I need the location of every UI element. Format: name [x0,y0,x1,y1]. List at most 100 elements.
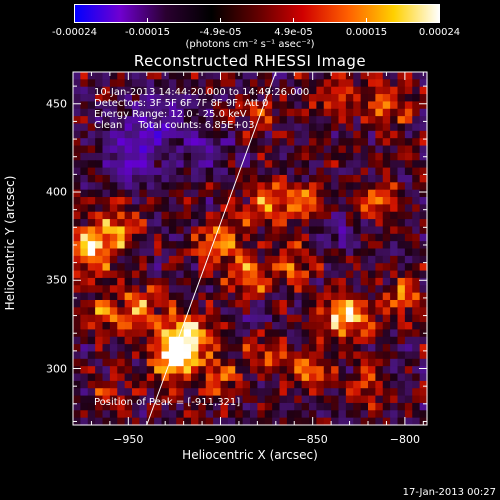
heatmap-cell [301,358,310,367]
heatmap-cell [139,329,148,338]
heatmap-cell [419,351,428,360]
heatmap-cell [87,388,96,397]
heatmap-cell [301,79,310,88]
heatmap-cell [80,241,89,250]
heatmap-cell [161,138,170,147]
heatmap-cell [95,226,104,235]
heatmap-cell [205,182,214,191]
heatmap-cell [323,307,332,316]
heatmap-cell [294,130,303,139]
heatmap-cell [191,299,199,308]
heatmap-cell [205,94,214,103]
heatmap-cell [412,182,421,191]
heatmap-cell [205,380,214,389]
heatmap-cell [338,329,347,338]
heatmap-cell [316,417,325,426]
heatmap-cell [183,388,192,397]
heatmap-cell [375,79,384,88]
heatmap-cell [368,160,376,169]
heatmap-cell [168,233,177,242]
heatmap-cell [323,292,332,301]
heatmap-cell [368,410,376,419]
heatmap-cell [390,116,399,125]
heatmap-cell [390,174,399,183]
heatmap-cell [286,417,295,426]
heatmap-cell [213,351,222,360]
heatmap-cell [73,123,81,132]
heatmap-cell [183,402,192,411]
heatmap-cell [183,94,192,103]
heatmap-cell [117,248,126,257]
heatmap-cell [338,219,347,228]
heatmap-cell [198,226,207,235]
heatmap-cell [73,351,81,360]
heatmap-cell [242,329,251,338]
heatmap-cell [272,189,281,198]
heatmap-cell [132,86,140,95]
heatmap-cell [316,307,325,316]
heatmap-cell [412,72,421,80]
heatmap-cell [331,226,340,235]
heatmap-cell [264,402,273,411]
heatmap-cell [132,72,140,80]
heatmap-cell [132,160,140,169]
heatmap-cell [331,116,340,125]
heatmap-cell [272,277,281,286]
heatmap-cell [213,314,222,323]
heatmap-cell [176,388,185,397]
heatmap-cell [205,277,214,286]
heatmap-cell [323,233,332,242]
heatmap-cell [176,248,185,257]
heatmap-cell [345,402,354,411]
heatmap-cell [205,145,214,154]
heatmap-cell [132,329,140,338]
heatmap-cell [124,160,133,169]
heatmap-cell [80,219,89,228]
heatmap-cell [345,116,354,125]
heatmap-cell [227,130,236,139]
heatmap-cell [331,160,340,169]
heatmap-cell [124,233,133,242]
heatmap-cell [242,233,251,242]
heatmap-cell [338,108,347,117]
heatmap-cell [168,322,177,330]
heatmap-cell [109,86,118,95]
heatmap-cell [412,366,421,375]
heatmap-cell [183,358,192,367]
heatmap-cell [205,197,214,205]
heatmap-cell [154,307,163,316]
heatmap-cell [117,189,126,198]
heatmap-cell [286,307,295,316]
heatmap-cell [139,299,148,308]
heatmap-cell [95,307,104,316]
heatmap-cell [242,108,251,117]
heatmap-cell [286,248,295,257]
heatmap-cell [154,402,163,411]
heatmap-cell [235,255,244,264]
heatmap-cell [272,182,281,191]
heatmap-cell [213,255,222,264]
heatmap-cell [132,248,140,257]
heatmap-cell [242,189,251,198]
heatmap-cell [272,116,281,125]
heatmap-cell [154,160,163,169]
heatmap-cell [227,204,236,213]
heatmap-cell [338,351,347,360]
heatmap-cell [279,79,288,88]
heatmap-cell [242,277,251,286]
heatmap-cell [382,152,391,161]
heatmap-cell [176,116,185,125]
heatmap-cell [412,329,421,338]
heatmap-cell [191,336,199,345]
heatmap-cell [73,94,81,103]
heatmap-cell [264,277,273,286]
heatmap-cell [109,395,118,404]
heatmap-cell [73,314,81,323]
heatmap-cell [95,417,104,426]
heatmap-cell [345,314,354,323]
heatmap-cell [191,358,199,367]
heatmap-cell [323,123,332,132]
heatmap-cell [264,108,273,117]
heatmap-cell [205,189,214,198]
heatmap-cell [264,263,273,272]
